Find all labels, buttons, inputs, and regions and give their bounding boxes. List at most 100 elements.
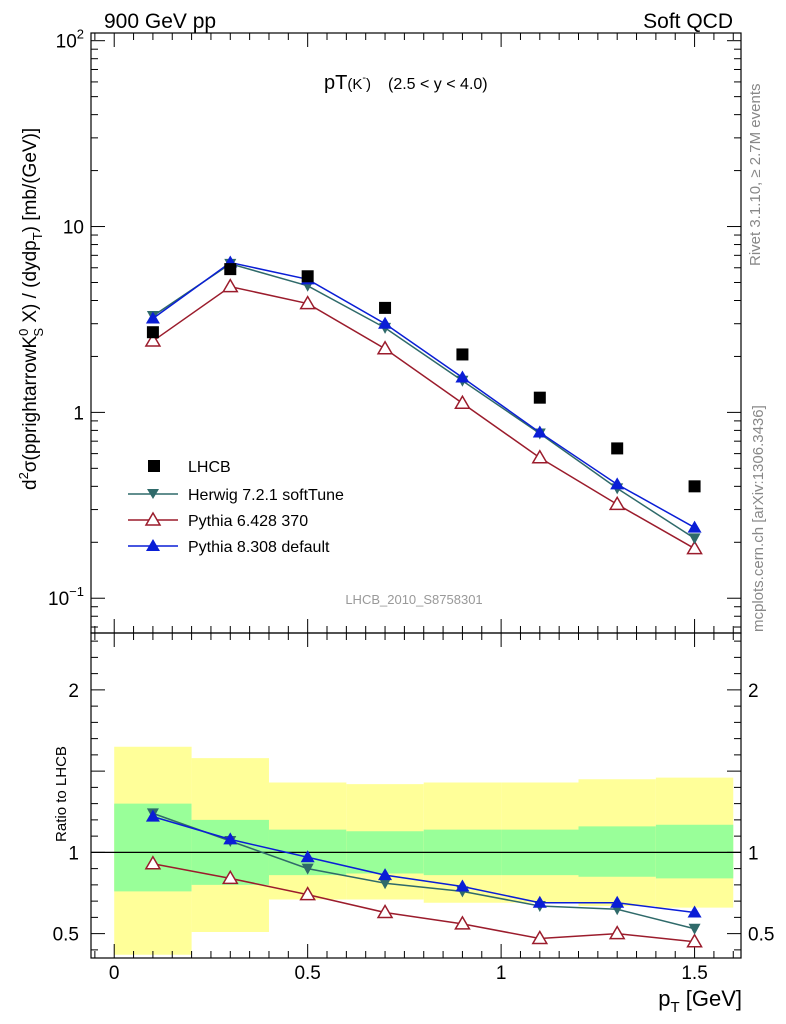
data-point-pythia8 bbox=[145, 809, 160, 822]
data-point-pythia8 bbox=[300, 850, 315, 863]
data-point-pythia6 bbox=[221, 278, 239, 293]
data-point-pythia6 bbox=[376, 904, 394, 919]
data-point-pythia6 bbox=[376, 340, 394, 355]
data-point-pythia6 bbox=[686, 540, 703, 555]
data-point-pythia8 bbox=[378, 316, 393, 329]
legend-entry-data: LHCB bbox=[148, 459, 231, 476]
header-right-label: Soft QCD bbox=[643, 10, 733, 33]
data-point-pythia6 bbox=[144, 855, 162, 870]
data-point-pythia8 bbox=[687, 905, 702, 918]
ratio-ylabel: Ratio to LHCB bbox=[53, 746, 70, 842]
ratio-plot-frame bbox=[90, 632, 742, 959]
series-pythia8 bbox=[145, 809, 702, 918]
data-point-pythia8 bbox=[455, 879, 470, 892]
ratio-y-tick-label-right: 0.5 bbox=[748, 925, 774, 946]
data-point-pythia6 bbox=[454, 915, 471, 930]
ylabel-tail: X) / (dydp bbox=[20, 240, 41, 328]
data-point-data bbox=[533, 391, 546, 404]
data-point-pythia6 bbox=[531, 449, 549, 464]
data-point-pythia6 bbox=[454, 394, 471, 409]
data-point-data bbox=[456, 348, 469, 361]
data-point-pythia6 bbox=[299, 886, 316, 901]
ratio-plot: 0.5 0.5 1 1 2 2 0 0.5 1 1.5 bbox=[53, 632, 774, 984]
ratio-series bbox=[144, 808, 703, 948]
header-left-label: 900 GeV pp bbox=[104, 10, 216, 33]
main-y-tick-exp: 2 bbox=[77, 27, 84, 42]
data-point-pythia6 bbox=[299, 295, 316, 310]
series-line-pythia8 bbox=[152, 261, 695, 529]
ratio-y-tick-label-left: 2 bbox=[68, 681, 79, 702]
series-line-herwig bbox=[152, 263, 695, 539]
series-line-pythia6 bbox=[152, 285, 695, 550]
main-y-tick-exp: −1 bbox=[69, 584, 84, 599]
ratio-band-inner bbox=[655, 824, 734, 879]
data-point-pythia8 bbox=[532, 425, 547, 438]
ylabel-sup2: 2 bbox=[16, 472, 31, 479]
ylabel-subS: S bbox=[31, 328, 46, 337]
data-point-pythia8 bbox=[145, 311, 160, 324]
data-point-data bbox=[379, 301, 392, 314]
ratio-xlabel: pT [GeV] bbox=[658, 986, 742, 1016]
legend-marker-data bbox=[148, 460, 160, 472]
legend-entry-pythia6: Pythia 6.428 370 bbox=[128, 511, 308, 530]
main-y-tick-label: 102 bbox=[56, 27, 84, 53]
data-point-herwig bbox=[301, 863, 314, 875]
analysis-id-label: LHCB_2010_S8758301 bbox=[345, 592, 482, 607]
data-point-herwig bbox=[688, 533, 701, 545]
ratio-band-inner bbox=[578, 826, 656, 877]
data-point-data bbox=[611, 442, 624, 455]
ratio-x-ticks: 0 0.5 1 1.5 bbox=[94, 633, 734, 984]
rivet-version-label: Rivet 3.1.10, ≥ 2.7M events bbox=[747, 84, 764, 267]
data-point-herwig bbox=[379, 878, 392, 890]
plot-title: pT(K-) bbox=[324, 72, 371, 94]
ratio-x-tick-label: 1 bbox=[496, 963, 507, 984]
ylabel-subT: T bbox=[30, 232, 45, 240]
legend-entry-pythia8: Pythia 8.308 default bbox=[128, 539, 330, 556]
legend-marker-pythia8 bbox=[146, 539, 160, 551]
series-line-pythia8 bbox=[152, 815, 695, 914]
ylabel-sup0: 0 bbox=[16, 329, 31, 336]
legend-marker-pythia6 bbox=[144, 511, 162, 526]
data-point-pythia8 bbox=[610, 477, 625, 490]
main-y-tick-base: 10 bbox=[56, 32, 77, 53]
ratio-x-tick-label: 0 bbox=[109, 963, 120, 984]
plot-title-close: ) bbox=[366, 76, 371, 93]
series-pythia6 bbox=[144, 855, 703, 948]
data-point-pythia8 bbox=[610, 895, 625, 908]
series-pythia6 bbox=[144, 278, 703, 555]
ratio-y-tick-label-left: 0.5 bbox=[53, 925, 79, 946]
legend-label-herwig: Herwig 7.2.1 softTune bbox=[188, 487, 344, 504]
main-y-tick-label: 10−1 bbox=[48, 584, 84, 610]
plot-title-main: pT bbox=[324, 72, 347, 94]
legend-label-pythia6: Pythia 6.428 370 bbox=[188, 513, 308, 530]
ratio-x-tick-label: 0.5 bbox=[294, 963, 320, 984]
data-point-pythia6 bbox=[531, 930, 549, 945]
ratio-y-tick-label-right: 2 bbox=[748, 681, 759, 702]
data-point-pythia6 bbox=[608, 495, 626, 511]
data-point-pythia6 bbox=[144, 332, 162, 347]
plot-title-sup: - bbox=[362, 72, 366, 84]
series-line-pythia6 bbox=[152, 863, 695, 943]
legend: LHCB Herwig 7.2.1 softTune Pythia 6.428 … bbox=[128, 459, 344, 556]
mcplots-label: mcplots.cern.ch [arXiv:1306.3436] bbox=[750, 405, 767, 632]
ratio-y-tick-label-right: 1 bbox=[748, 843, 759, 864]
ylabel-unit: ) [mb/(GeV)] bbox=[20, 128, 41, 233]
ratio-y-ticks: 0.5 0.5 1 1 2 2 bbox=[53, 640, 774, 951]
ratio-bands bbox=[114, 746, 734, 955]
main-y-tick-base: 1 bbox=[73, 403, 84, 424]
data-point-pythia8 bbox=[455, 370, 470, 383]
main-series bbox=[144, 255, 703, 555]
data-point-data bbox=[688, 480, 701, 493]
ylabel-body: σ(pprightarrowK bbox=[20, 336, 41, 473]
data-point-pythia8 bbox=[378, 868, 393, 881]
legend-marker-herwig bbox=[147, 489, 159, 499]
main-y-tick-label: 10 bbox=[63, 218, 84, 239]
plot-title-sub: (K bbox=[347, 76, 362, 93]
data-point-pythia6 bbox=[221, 869, 239, 885]
data-point-data bbox=[224, 263, 237, 276]
series-line-herwig bbox=[152, 812, 695, 930]
xlabel-unit: [GeV] bbox=[680, 986, 742, 1011]
data-point-pythia8 bbox=[687, 520, 702, 533]
